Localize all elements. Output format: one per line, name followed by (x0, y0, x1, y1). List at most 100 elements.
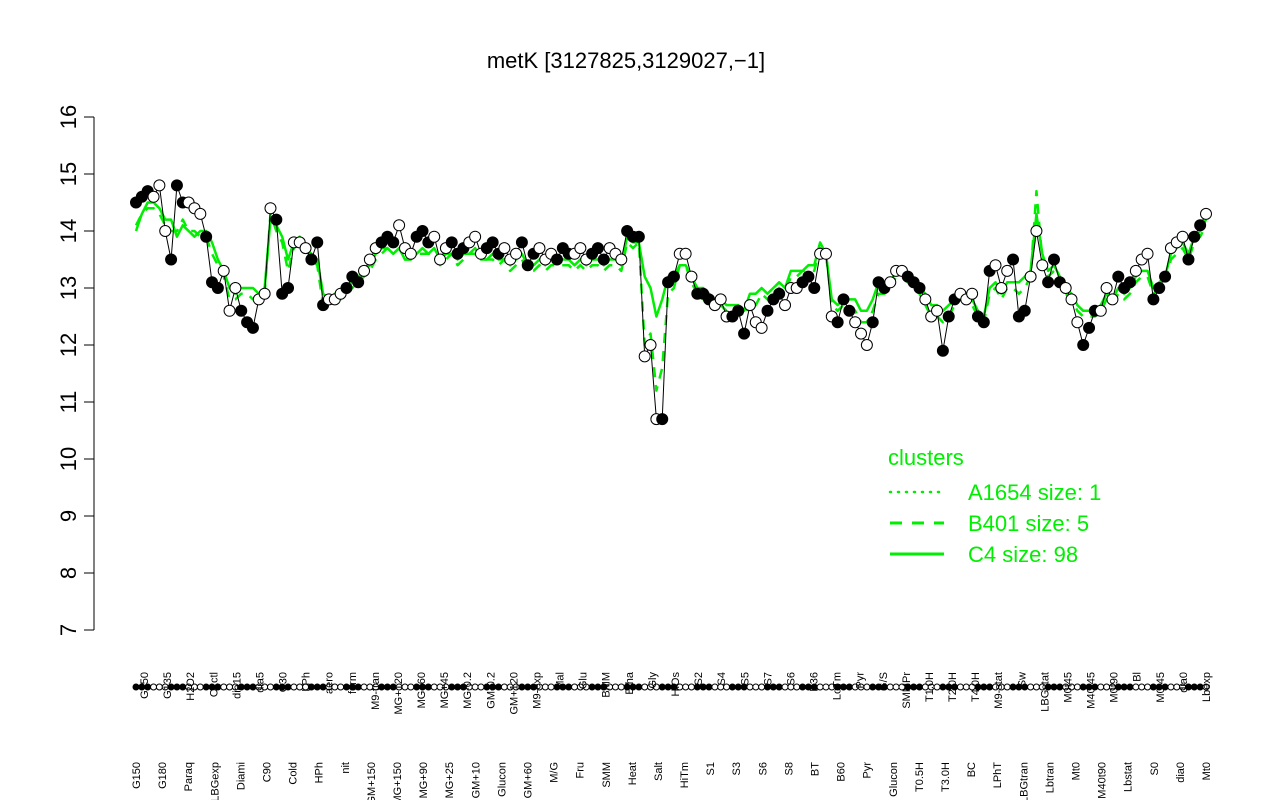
x-tick-label: SMM (601, 762, 613, 788)
data-point (1188, 230, 1201, 243)
x-rug-marker (799, 683, 807, 691)
data-point (1147, 293, 1160, 306)
data-point (837, 293, 850, 306)
x-rug-marker (1097, 683, 1105, 691)
x-rug-marker (1202, 683, 1210, 691)
chart-title: metK [3127825,3129027,−1] (487, 48, 765, 73)
y-tick-label: 11 (56, 391, 81, 414)
x-tick-label: MG+150 (392, 762, 404, 800)
x-tick-label: LPh (301, 672, 313, 692)
data-point (615, 253, 628, 266)
data-point (1200, 207, 1212, 220)
x-rug-marker (1138, 683, 1146, 691)
x-tick-label: S8 (783, 762, 795, 775)
x-rug-marker (477, 683, 485, 691)
x-rug-marker (1132, 683, 1140, 691)
x-tick-label: T4.0H (970, 672, 982, 702)
x-rug-marker (752, 683, 760, 691)
data-point (282, 282, 295, 294)
x-rug-marker (1126, 683, 1134, 691)
data-point (1129, 264, 1142, 277)
data-point (667, 270, 680, 283)
x-tick-label: BT (810, 762, 822, 776)
data-point (153, 179, 166, 192)
data-point (936, 344, 949, 357)
x-tick-label: Mt0 (1071, 762, 1083, 780)
data-point (913, 282, 926, 294)
data-point (977, 316, 990, 329)
x-tick-label: MG+120 (393, 672, 405, 715)
data-point (194, 207, 207, 220)
x-tick-label: G135 (162, 672, 174, 699)
data-point (1182, 253, 1195, 266)
x-tick-label: B60 (836, 762, 848, 782)
x-tick-label: GM+150 (366, 762, 378, 800)
data-point (229, 282, 242, 294)
x-tick-label: S5 (739, 672, 751, 685)
x-rug-marker (547, 683, 555, 691)
x-tick-label: LPhT (992, 762, 1004, 789)
x-tick-label: Gly (647, 672, 659, 689)
data-point (264, 202, 277, 215)
data-point (533, 242, 546, 255)
y-tick-label: 16 (56, 105, 81, 129)
data-point (387, 236, 400, 249)
x-tick-label: M/G (549, 762, 561, 783)
x-tick-label: Glucon (496, 762, 508, 797)
data-point (515, 236, 528, 249)
x-rug-marker (454, 683, 462, 691)
x-rug-marker (430, 683, 438, 691)
x-tick-label: S3 (731, 762, 743, 775)
x-tick-label: MG+60 (416, 672, 428, 708)
x-rug-marker (407, 683, 415, 691)
x-rug-marker (1144, 683, 1152, 691)
x-tick-label: Glu (578, 672, 590, 689)
x-axis: G150 G135 H2O2 Oxctl dia15 dia5 C30 LPh aero ferm… (131, 671, 1213, 800)
data-point (498, 242, 511, 255)
x-tick-label: HiOs (670, 672, 682, 697)
data-point (235, 304, 248, 317)
data-point (884, 276, 897, 289)
x-tick-label: Pyr (855, 672, 867, 689)
data-point (416, 225, 429, 237)
x-tick-label: Mt0 (1201, 762, 1213, 780)
x-rug-marker (869, 683, 877, 691)
x-tick-label: T3.0H (940, 762, 952, 792)
x-rug-marker (337, 683, 345, 691)
data-point (644, 339, 657, 351)
data-point (849, 316, 862, 329)
x-rug-marker (1009, 683, 1017, 691)
data-points (130, 179, 1212, 426)
x-tick-label: MG+25 (444, 762, 456, 798)
data-point (843, 304, 856, 317)
x-tick-label: M9-exp (531, 672, 543, 709)
x-rug-marker (635, 683, 643, 691)
x-tick-label: Paraq (183, 762, 195, 791)
x-tick-label: Glucon (888, 762, 900, 797)
legend-label-c4: C4 size: 98 (968, 542, 1078, 567)
data-point (363, 253, 376, 266)
x-tick-label: HiTm (679, 762, 691, 788)
data-point (404, 247, 417, 260)
x-rug-marker (196, 683, 204, 691)
data-point (1071, 316, 1084, 329)
data-point (159, 225, 172, 237)
data-point (246, 321, 259, 334)
data-point (1018, 304, 1031, 317)
x-rug-marker (360, 683, 368, 691)
data-point (1001, 264, 1014, 277)
x-tick-label: T2.0H (947, 672, 959, 702)
x-tick-label: Heat (627, 762, 639, 785)
x-tick-label: M0t90 (1109, 672, 1121, 703)
data-point (305, 253, 318, 266)
x-rug-marker (243, 683, 251, 691)
x-rug-marker (313, 683, 321, 691)
data-point (656, 413, 669, 426)
data-point (393, 219, 406, 232)
x-tick-label: dia0 (1175, 762, 1187, 783)
x-tick-label: Pyr (862, 762, 874, 779)
data-point (1194, 219, 1207, 232)
x-tick-label: M9-stat (993, 672, 1005, 709)
x-rug-marker (1120, 683, 1128, 691)
x-tick-label: dia15 (231, 672, 243, 699)
